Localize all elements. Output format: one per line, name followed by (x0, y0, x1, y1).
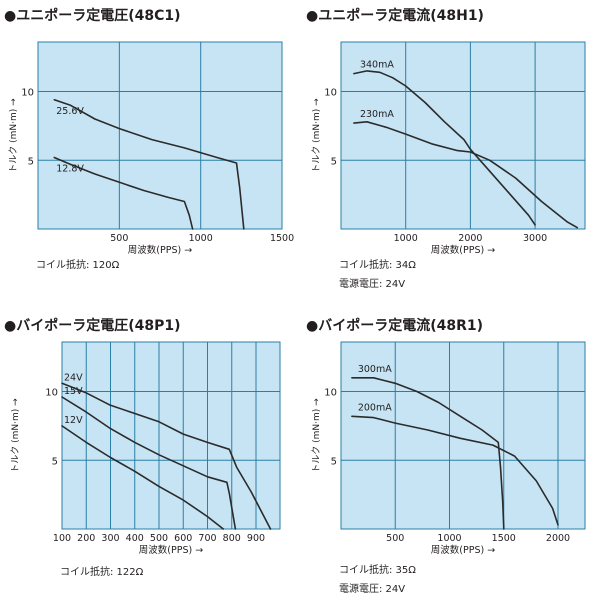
c48p1-series-1-line (61, 396, 237, 530)
c48r1-x-tick-label: 1000 (437, 533, 461, 544)
c48p1-note-0: コイル抵抗: 122Ω (60, 565, 144, 578)
c48p1-x-tick-label: 300 (101, 533, 119, 544)
c48r1-series-0-label: 300mA (358, 364, 392, 375)
c48c1-x-tick-label: 500 (110, 233, 128, 244)
c48h1-x-tick-label: 3000 (523, 233, 547, 244)
c48r1-x-tick-label: 1500 (492, 533, 516, 544)
c48p1-x-tick-label: 800 (223, 533, 241, 544)
c48h1-series-0-label: 340mA (360, 60, 394, 71)
c48p1-series-2-label: 12V (64, 415, 83, 426)
c48c1-series-0-line (53, 99, 245, 230)
c48c1-series-0-label: 25.6V (56, 106, 84, 117)
c48c1-x-tick-label: 1500 (270, 233, 294, 244)
c48p1-x-axis-label: 周波数(PPS) → (139, 544, 203, 556)
c48c1-y-tick-label: 5 (28, 156, 34, 167)
c48p1-series-1-label: 15V (64, 386, 83, 397)
c48p1-title: ●バイポーラ定電圧(48P1) (4, 317, 181, 334)
c48r1-series-0-line (351, 376, 505, 530)
c48p1-x-tick-label: 200 (77, 533, 95, 544)
c48r1-y-tick-label: 10 (324, 388, 337, 399)
c48c1-plot-area (37, 41, 283, 230)
c48r1-series-1-label: 200mA (358, 402, 392, 413)
c48r1-y-axis-label: トルク (mN·m) → (311, 398, 322, 473)
c48c1-y-tick-label: 10 (21, 88, 34, 99)
c48p1-x-tick-label: 900 (247, 533, 265, 544)
c48h1-series-1-line (353, 121, 579, 229)
c48c1-x-tick-label: 1000 (189, 233, 213, 244)
c48p1-x-tick-label: 600 (174, 533, 192, 544)
c48c1-series-1-label: 12.8V (56, 164, 84, 175)
c48r1-x-tick-label: 500 (386, 533, 404, 544)
c48r1-y-tick-label: 5 (331, 456, 337, 467)
c48r1-note-0: コイル抵抗: 35Ω (339, 563, 416, 576)
c48p1-x-tick-label: 500 (150, 533, 168, 544)
c48h1-note-1: 電源電圧: 24V (339, 277, 405, 290)
c48r1-series-1-line (351, 415, 559, 526)
c48h1-x-tick-label: 2000 (458, 233, 482, 244)
c48h1-note-0: コイル抵抗: 34Ω (339, 258, 416, 271)
c48h1-series-1-label: 230mA (360, 109, 394, 120)
c48p1-series-0-label: 24V (64, 372, 83, 383)
c48h1-y-tick-label: 10 (324, 88, 337, 99)
c48p1-series-0-line (61, 382, 272, 530)
c48p1-y-axis-label: トルク (mN·m) → (10, 398, 21, 473)
c48p1-x-tick-label: 700 (198, 533, 216, 544)
c48c1-note-0: コイル抵抗: 120Ω (36, 258, 120, 271)
c48h1-y-axis-label: トルク (mN·m) → (311, 98, 322, 173)
c48p1-y-tick-label: 5 (52, 456, 58, 467)
c48p1-y-tick-label: 10 (45, 388, 58, 399)
c48p1-x-tick-label: 400 (126, 533, 144, 544)
c48p1-x-tick-label: 100 (53, 533, 71, 544)
c48c1-y-axis-label: トルク (mN·m) → (8, 98, 19, 173)
c48h1-x-tick-label: 1000 (394, 233, 418, 244)
c48r1-x-tick-label: 2000 (546, 533, 570, 544)
c48h1-y-tick-label: 5 (331, 156, 337, 167)
c48c1-x-axis-label: 周波数(PPS) → (128, 244, 192, 256)
c48c1-title: ●ユニポーラ定電圧(48C1) (4, 7, 181, 24)
c48c1-series-1-line (53, 156, 194, 230)
c48h1-series-0-line (353, 70, 536, 226)
c48r1-plot-area (340, 341, 586, 530)
c48p1-series-2-line (61, 425, 225, 530)
c48r1-title: ●バイポーラ定電流(48R1) (306, 317, 483, 334)
c48h1-x-axis-label: 周波数(PPS) → (431, 244, 495, 256)
c48r1-x-axis-label: 周波数(PPS) → (431, 544, 495, 556)
c48r1-note-1: 電源電圧: 24V (339, 582, 405, 595)
c48h1-title: ●ユニポーラ定電流(48H1) (306, 7, 484, 24)
c48p1-plot-area (61, 341, 281, 530)
